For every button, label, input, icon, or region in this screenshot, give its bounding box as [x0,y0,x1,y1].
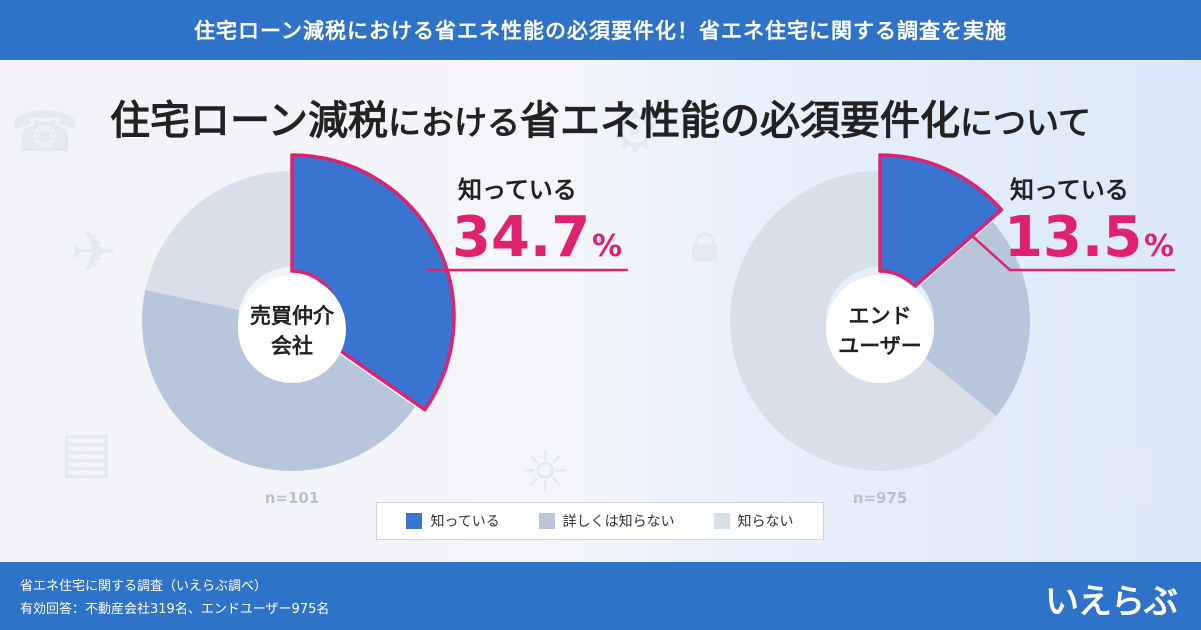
banner-title: 住宅ローン減税における省エネ性能の必須要件化！省エネ住宅に関する調査を実施 [194,19,1007,43]
callout-label: 知っている [458,176,577,204]
legend-label: 知っている [430,514,500,530]
legend-label: 詳しくは知らない [562,514,675,530]
top-banner: 住宅ローン減税における省エネ性能の必須要件化！省エネ住宅に関する調査を実施 [0,0,1201,60]
sample-size-label: n=101 [265,489,320,507]
pie-center-label: 会社 [271,334,313,358]
legend-swatch [713,513,730,529]
gear-icon: ⚙ [610,100,661,165]
phone-icon: ☎ [10,100,80,165]
callout-unit: % [1144,229,1174,264]
legend-swatch [538,513,555,529]
valid-responses: 有効回答：不動産会社319名、エンドユーザー975名 [20,602,330,617]
legend-item-not-detail: 詳しくは知らない [538,511,675,531]
title-part: について [959,103,1091,142]
callout-value: 34.7 [452,205,590,270]
main-title: 住宅ローン減税における省エネ性能の必須要件化について [0,88,1201,146]
callout-line [426,268,628,272]
legend-item-know: 知っている [406,511,500,531]
pie-slice-not-know [730,171,997,471]
legend: 知っている 詳しくは知らない 知らない [376,502,824,540]
pie-center-hole [826,275,934,383]
pie-center-hole [238,275,346,383]
legend-label: 知らない [737,514,794,530]
lock-icon: 🔒︎ [690,210,720,275]
callout-label: 知っている [1010,176,1129,204]
pie-center-label: 売買仲介 [250,304,335,328]
pie-center-label: エンド [849,304,912,328]
sample-size-label: n=975 [853,489,908,507]
chart-area: ☎ ✈ ▤ 🔒︎ ⚙ ▥ ☼ 住宅ローン減税における省エネ性能の必須要件化につい… [0,60,1201,562]
survey-source: 省エネ住宅に関する調査（いえらぶ調べ） [20,579,268,594]
pie-slice-not-know [145,171,292,310]
callout-line [969,233,1175,272]
document-icon: ▤ [60,420,113,485]
callout-value: 13.5 [1004,205,1142,270]
title-part: における [387,103,520,142]
title-part: 住宅ローン減税 [109,98,388,144]
paper-plane-icon: ✈ [70,220,117,285]
footer: 省エネ住宅に関する調査（いえらぶ調べ） 有効回答：不動産会社319名、エンドユー… [0,562,1201,630]
pie-slice-know [878,153,1004,289]
map-icon: ▥ [1100,440,1153,505]
lightbulb-icon: ☼ [520,440,571,505]
ierabu-logo: いえらぶ [1045,582,1178,622]
pie-center-label: ユーザー [838,334,922,358]
legend-swatch [406,513,423,529]
pie-slice-not-detail [920,221,1030,416]
callout-unit: % [592,229,622,264]
title-part: 省エネ性能の必須要件化 [519,98,960,144]
legend-item-not-know: 知らない [713,511,794,531]
